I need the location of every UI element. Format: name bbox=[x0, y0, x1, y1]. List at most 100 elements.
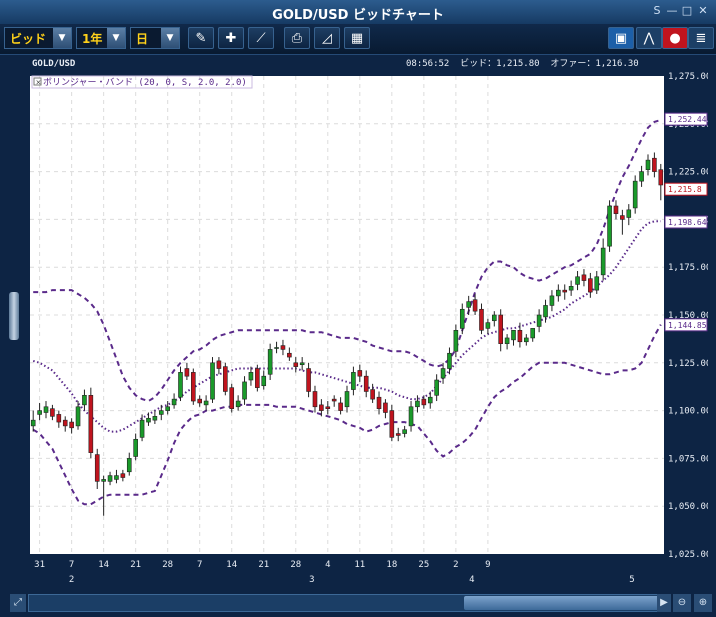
candle-body bbox=[491, 314, 497, 322]
candle-body bbox=[645, 159, 651, 170]
value-tag-box bbox=[664, 112, 708, 126]
candle-body bbox=[421, 398, 427, 406]
x-tick-label: 9 bbox=[485, 560, 490, 570]
interval-select[interactable]: 日 ▼ bbox=[130, 27, 180, 49]
chart-frame: 1,025.00 1,050.00 1,075.00 1,100.00 1,125.00… bbox=[8, 56, 711, 592]
candle-body bbox=[632, 180, 638, 209]
candle-body bbox=[351, 372, 356, 390]
period-value: 1年 bbox=[82, 32, 103, 46]
fit-screen-icon[interactable]: ⤢ bbox=[10, 594, 26, 612]
candle-body bbox=[427, 396, 433, 404]
candle-body bbox=[158, 410, 164, 415]
candle-body bbox=[261, 375, 267, 387]
candle-body bbox=[133, 438, 138, 457]
candlestick-chart[interactable]: 1,025.00 1,050.00 1,075.00 1,100.00 1,125.00… bbox=[8, 56, 711, 592]
y-tick-label: 1,050.00 bbox=[668, 502, 708, 512]
candle-body bbox=[43, 406, 49, 413]
candle-body bbox=[357, 370, 363, 377]
layout-icon[interactable]: ▣ bbox=[608, 27, 634, 49]
x-month-label: 2 bbox=[69, 575, 74, 585]
draw-line-icon[interactable]: ✎ bbox=[188, 27, 214, 49]
gridlines bbox=[30, 76, 664, 554]
value-tag-box bbox=[664, 318, 708, 332]
print-icon[interactable]: ⎙ bbox=[284, 27, 310, 49]
indicator-legend-box bbox=[31, 75, 253, 89]
notes-icon[interactable]: ≣ bbox=[688, 27, 714, 49]
y-tick-label: 1,275.00 bbox=[668, 72, 708, 82]
candle-body bbox=[299, 362, 305, 366]
alert-bell-icon[interactable]: ● bbox=[662, 27, 688, 49]
dock-icon[interactable]: S bbox=[653, 4, 661, 17]
candle-body bbox=[389, 410, 395, 438]
value-tag-box bbox=[664, 215, 708, 229]
candle-body bbox=[114, 475, 119, 480]
panel-resize-handle[interactable] bbox=[9, 292, 19, 340]
candle-body bbox=[280, 345, 286, 350]
candle-body bbox=[504, 337, 510, 344]
maximize-icon[interactable]: □ bbox=[681, 4, 693, 17]
value-tag-label: 1,252.44 bbox=[668, 115, 707, 124]
candle-body bbox=[600, 247, 606, 276]
candle-body bbox=[658, 169, 664, 186]
title-bar[interactable]: GOLD/USD ビッドチャート S — □ ✕ bbox=[0, 0, 716, 25]
pin-tool-icon[interactable]: ✚ bbox=[218, 27, 244, 49]
candle-body bbox=[543, 305, 548, 318]
series-layer bbox=[30, 119, 664, 516]
bollinger-band-line-2 bbox=[32, 324, 662, 506]
zoom-in-icon[interactable]: ⊕ bbox=[694, 594, 712, 612]
x-month-label: 5 bbox=[629, 575, 634, 585]
quote-line: 08:56:52 ビッド：1,215.80 オファー：1,216.30 bbox=[406, 58, 639, 69]
value-tag-label: 1,198.64 bbox=[668, 218, 707, 227]
fibonacci-tool-icon[interactable]: ⟋ bbox=[248, 27, 274, 49]
y-tick-label: 1,150.00 bbox=[668, 311, 708, 321]
y-tick-label: 1,025.00 bbox=[668, 550, 708, 560]
value-tag-label: 1,215.8 bbox=[668, 185, 702, 194]
scroll-right-icon[interactable]: ▶ bbox=[657, 594, 671, 612]
candle-body bbox=[536, 314, 542, 327]
candle-body bbox=[62, 419, 68, 427]
candle-body bbox=[37, 410, 42, 415]
indicator-close-icon[interactable] bbox=[33, 77, 42, 86]
candle-body bbox=[453, 329, 459, 352]
y-tick-label: 1,100.00 bbox=[668, 407, 708, 417]
candle-body bbox=[363, 375, 369, 392]
x-month-label: 3 bbox=[309, 575, 314, 585]
candle-body bbox=[607, 205, 612, 247]
chart-type-icon[interactable]: ◿ bbox=[314, 27, 340, 49]
candle-body bbox=[479, 308, 484, 331]
value-tag-label: 1,144.85 bbox=[668, 321, 707, 330]
scrollbar-thumb[interactable] bbox=[464, 596, 660, 610]
candle-body bbox=[94, 454, 100, 482]
interval-value: 日 bbox=[136, 32, 149, 46]
candle-body bbox=[331, 398, 337, 402]
period-select[interactable]: 1年 ▼ bbox=[76, 27, 126, 49]
x-tick-label: 4 bbox=[325, 560, 330, 570]
candle-body bbox=[613, 205, 619, 214]
indicator-close-glyph: × bbox=[36, 79, 42, 87]
close-icon[interactable]: ✕ bbox=[698, 4, 708, 17]
candle-body bbox=[498, 314, 503, 344]
x-tick-label: 21 bbox=[258, 560, 269, 570]
price-type-select[interactable]: ビッド ▼ bbox=[4, 27, 72, 49]
candle-body bbox=[485, 322, 491, 329]
x-axis: 31 7 14 21 28 7 14 21 28 4 11 18 25 2 9 2 3 4 5 bbox=[34, 560, 635, 585]
chevron-down-icon: ▼ bbox=[107, 28, 125, 48]
candle-body bbox=[178, 372, 183, 398]
horizontal-scrollbar[interactable] bbox=[28, 594, 660, 612]
candle-body bbox=[216, 360, 222, 369]
candle-body bbox=[575, 276, 580, 285]
table-icon[interactable]: ▦ bbox=[344, 27, 370, 49]
zoom-out-icon[interactable]: ⊖ bbox=[673, 594, 691, 612]
value-tag-box bbox=[664, 182, 708, 196]
bollinger-band-line-0 bbox=[33, 119, 662, 403]
y-tick-label: 1,075.00 bbox=[668, 454, 708, 464]
line-chart-icon[interactable]: ⋀ bbox=[636, 27, 662, 49]
candle-body bbox=[594, 276, 600, 291]
candle-body bbox=[210, 362, 215, 400]
candle-body bbox=[139, 419, 145, 438]
x-tick-label: 28 bbox=[162, 560, 173, 570]
minimize-icon[interactable]: — bbox=[666, 4, 678, 17]
x-tick-label: 7 bbox=[69, 560, 74, 570]
candle-body bbox=[203, 400, 209, 406]
candle-body bbox=[82, 395, 87, 406]
